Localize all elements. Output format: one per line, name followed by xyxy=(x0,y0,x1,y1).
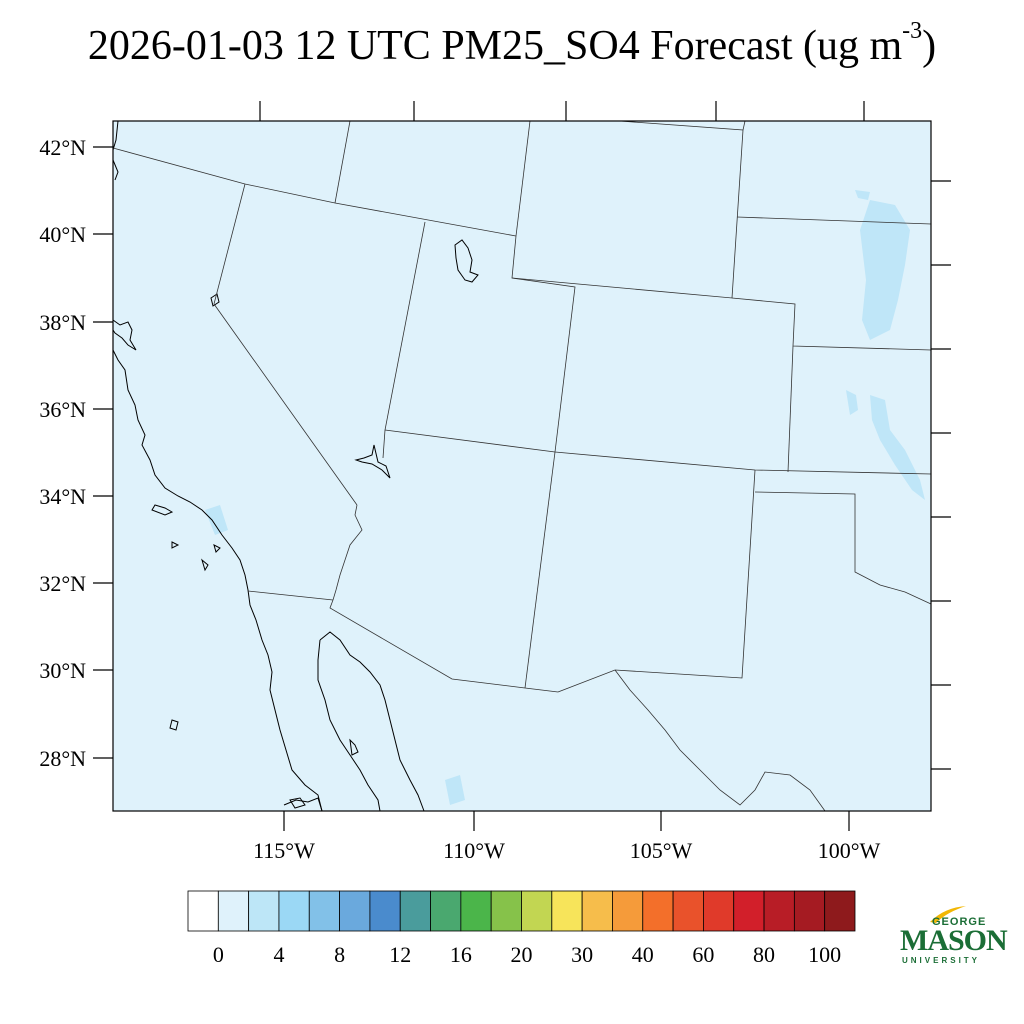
lat-label-38: 38°N xyxy=(39,310,86,335)
lat-label-32: 32°N xyxy=(39,571,86,596)
bottom-ticks xyxy=(283,811,850,831)
lat-label-36: 36°N xyxy=(39,397,86,422)
coastline xyxy=(112,120,425,812)
map-frame xyxy=(112,120,932,812)
colorbar-swatch xyxy=(581,890,613,932)
colorbar-swatch xyxy=(551,890,583,932)
colorbar-label: 0 xyxy=(213,942,224,967)
colorbar-label: 60 xyxy=(692,942,714,967)
logo-swoosh-icon xyxy=(930,906,966,923)
lat-label-28: 28°N xyxy=(39,746,86,771)
colorbar-label: 100 xyxy=(808,942,841,967)
colorbar-swatch xyxy=(339,890,371,932)
colorbar-swatch xyxy=(278,890,310,932)
map-panel xyxy=(113,121,931,811)
colorbar-labels: 0 4 8 12 16 20 30 40 60 80 100 xyxy=(213,942,841,967)
lon-label-110: 110°W xyxy=(443,838,505,863)
colorbar-swatch xyxy=(763,890,795,932)
colorbar xyxy=(187,890,856,932)
colorbar-swatch xyxy=(430,890,462,932)
colorbar-swatch xyxy=(642,890,674,932)
colorbar-swatch xyxy=(369,890,401,932)
colorbar-swatch xyxy=(399,890,431,932)
colorbar-swatch xyxy=(248,890,280,932)
top-ticks xyxy=(259,101,865,121)
lon-label-100: 100°W xyxy=(818,838,881,863)
george-mason-logo: GEORGE MASON UNIVERSITY xyxy=(898,904,1008,970)
colorbar-swatch xyxy=(460,890,492,932)
colorbar-swatch xyxy=(521,890,553,932)
colorbar-label: 16 xyxy=(450,942,472,967)
colorbar-swatch xyxy=(672,890,704,932)
colorbar-label: 20 xyxy=(511,942,533,967)
lat-label-34: 34°N xyxy=(39,484,86,509)
colorbar-swatch xyxy=(703,890,735,932)
left-ticks xyxy=(93,146,113,759)
longitude-labels: 115°W 110°W 105°W 100°W xyxy=(253,838,880,863)
colorbar-swatch xyxy=(308,890,340,932)
colorbar-swatch xyxy=(733,890,765,932)
logo-george: GEORGE xyxy=(932,916,987,928)
map-title: 2026-01-03 12 UTC PM25_SO4 Forecast (ug … xyxy=(87,18,937,69)
colorbar-label: 4 xyxy=(273,942,284,967)
colorbar-swatch xyxy=(490,890,522,932)
colorbar-swatch xyxy=(793,890,826,932)
lon-label-105: 105°W xyxy=(630,838,693,863)
lat-label-30: 30°N xyxy=(39,658,86,683)
colorbar-label: 12 xyxy=(389,942,411,967)
lat-label-42: 42°N xyxy=(39,135,86,160)
latitude-labels: 42°N 40°N 38°N 36°N 34°N 32°N 30°N 28°N xyxy=(39,135,86,771)
colorbar-swatch xyxy=(824,890,856,932)
colorbar-label: 80 xyxy=(753,942,775,967)
colorbar-label: 40 xyxy=(632,942,654,967)
lakes xyxy=(210,239,479,479)
colorbar-swatch xyxy=(217,890,250,932)
colorbar-label: 30 xyxy=(571,942,593,967)
state-borders xyxy=(112,120,932,812)
logo-university: UNIVERSITY xyxy=(902,956,981,965)
right-ticks xyxy=(931,180,951,770)
colorbar-label: 8 xyxy=(334,942,345,967)
colorbar-swatch xyxy=(612,890,644,932)
lon-label-115: 115°W xyxy=(253,838,315,863)
colorbar-swatch xyxy=(187,890,219,932)
lat-label-40: 40°N xyxy=(39,222,86,247)
logo-mason: MASON xyxy=(900,924,1008,957)
